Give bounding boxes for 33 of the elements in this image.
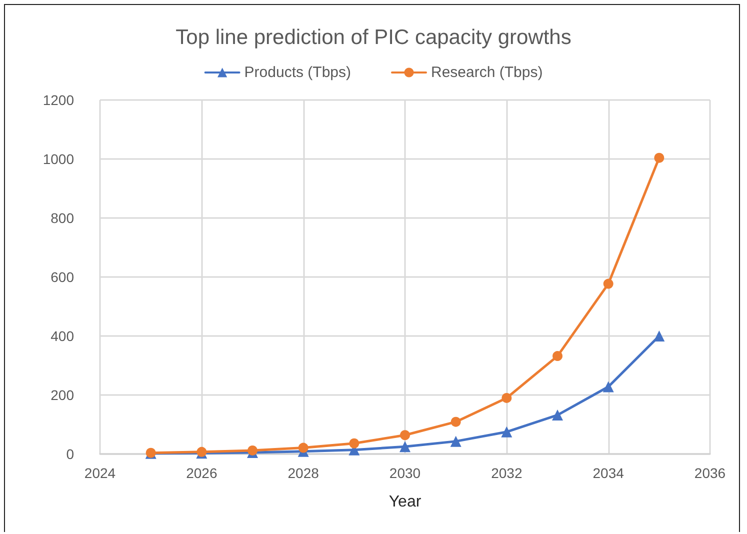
x-tick-label: 2024 <box>84 465 116 481</box>
x-tick-label: 2036 <box>694 465 726 481</box>
point <box>654 330 665 342</box>
point <box>450 416 461 427</box>
point <box>501 426 512 438</box>
point <box>298 442 308 453</box>
y-tick-label: 1000 <box>42 151 74 167</box>
point <box>400 441 410 452</box>
point <box>349 438 360 448</box>
x-tick-label: 2032 <box>491 465 522 481</box>
y-tick-label: 800 <box>50 210 74 226</box>
y-tick-label: 600 <box>50 269 74 285</box>
y-tick-label: 0 <box>66 446 74 462</box>
y-tick-label: 400 <box>50 328 74 344</box>
point <box>248 445 258 456</box>
x-tick-label: 2034 <box>592 465 624 481</box>
legend-label: Research (Tbps) <box>431 64 543 81</box>
x-tick-label: 2028 <box>288 465 320 481</box>
point <box>602 381 614 392</box>
x-tick-label: 2026 <box>186 465 218 481</box>
point <box>502 392 512 403</box>
y-tick-label: 1200 <box>42 92 74 108</box>
point <box>450 436 462 447</box>
point <box>654 152 664 163</box>
point <box>552 351 562 362</box>
point <box>400 430 410 440</box>
legend-label: Products (Tbps) <box>244 64 352 81</box>
point <box>603 278 614 289</box>
x-tick-label: 2030 <box>389 465 421 481</box>
point <box>552 410 563 421</box>
x-axis-title: Year <box>388 494 422 510</box>
chart-title: Top line prediction of PIC capacity growths <box>176 26 572 49</box>
y-tick-label: 200 <box>50 387 74 403</box>
